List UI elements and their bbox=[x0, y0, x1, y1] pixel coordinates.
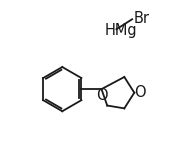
Text: O: O bbox=[134, 85, 146, 100]
Text: O: O bbox=[96, 88, 107, 103]
Text: Br: Br bbox=[134, 11, 150, 26]
Text: HMg: HMg bbox=[104, 23, 137, 38]
